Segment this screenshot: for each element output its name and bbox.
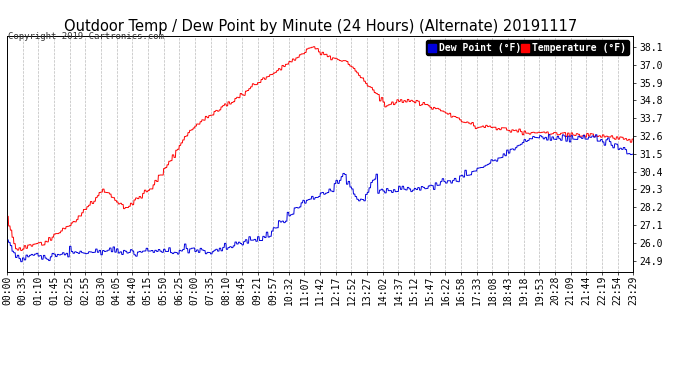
Text: Copyright 2019 Cartronics.com: Copyright 2019 Cartronics.com [8,32,164,41]
Legend: Dew Point (°F), Temperature (°F): Dew Point (°F), Temperature (°F) [426,40,629,56]
Title: Outdoor Temp / Dew Point by Minute (24 Hours) (Alternate) 20191117: Outdoor Temp / Dew Point by Minute (24 H… [63,20,577,34]
